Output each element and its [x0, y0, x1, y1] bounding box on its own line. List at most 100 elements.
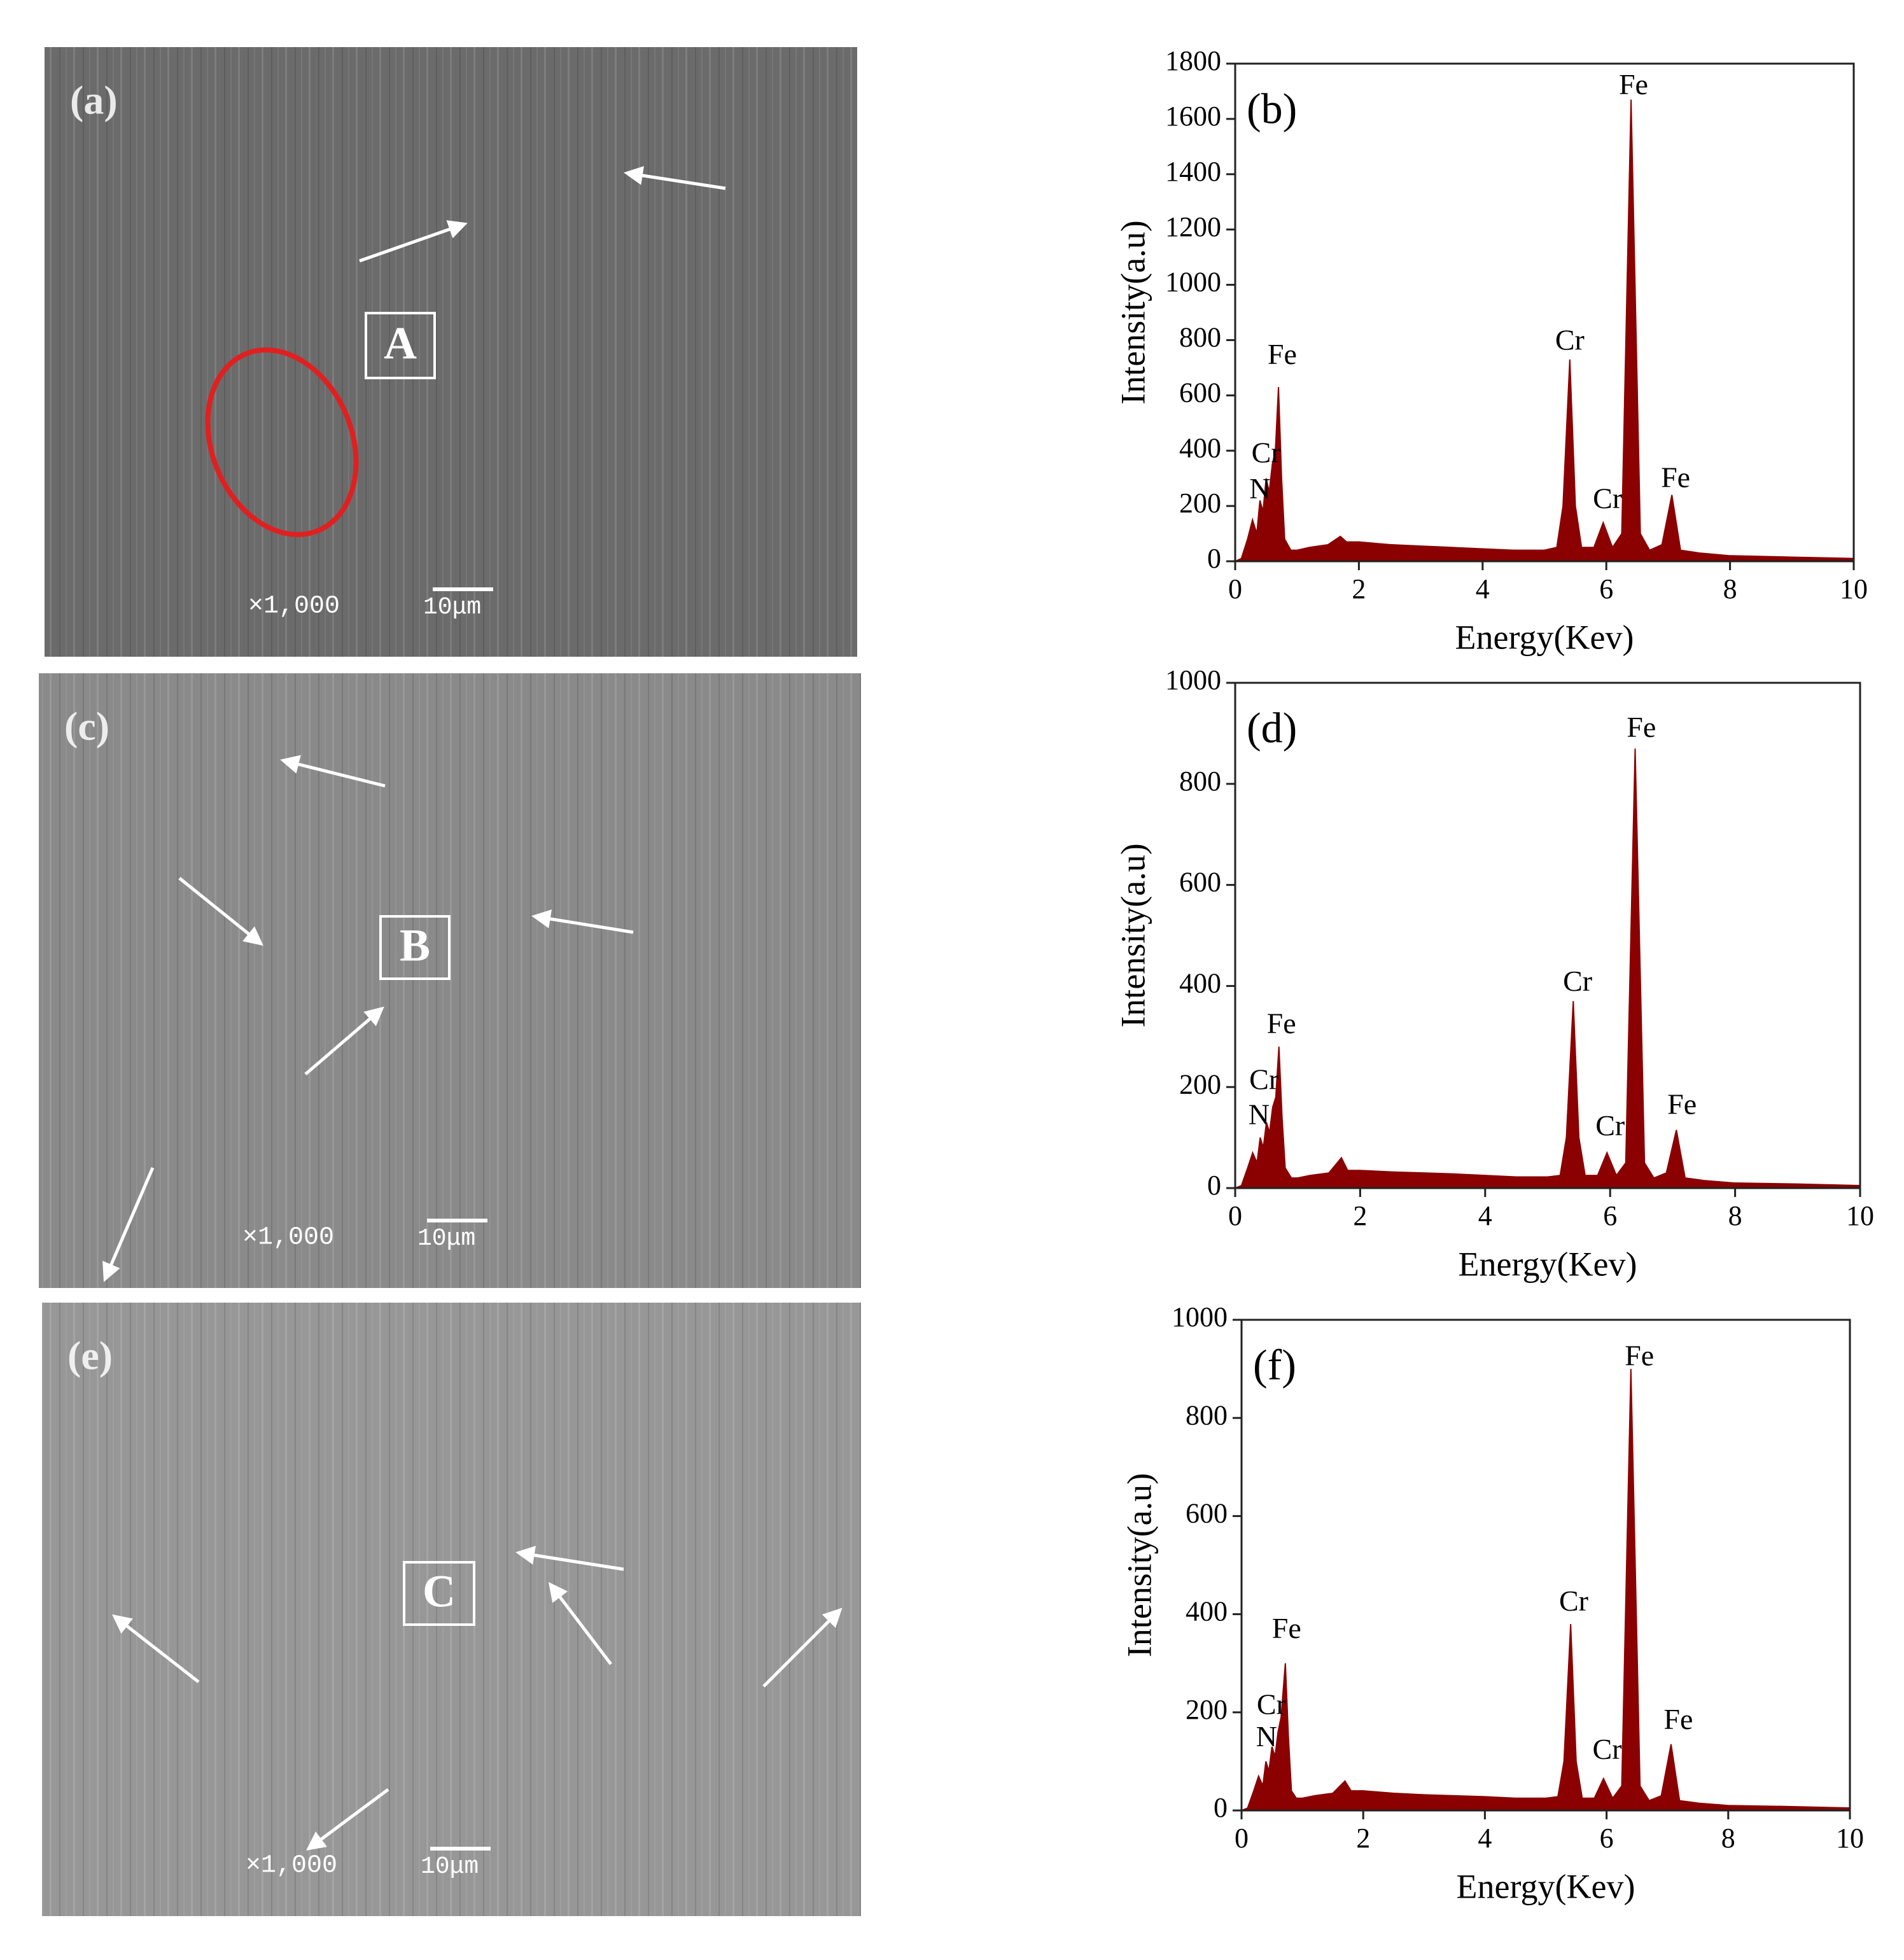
x-tick-label: 10 [1840, 573, 1868, 605]
y-tick-label: 800 [1186, 1399, 1228, 1431]
panel-label: (a) [70, 78, 118, 123]
x-tick-label: 8 [1721, 1823, 1735, 1854]
x-tick-label: 8 [1723, 573, 1737, 605]
region-label: A [384, 318, 417, 369]
y-tick-label: 0 [1214, 1792, 1228, 1823]
x-axis-label: Energy(Kev) [1457, 1867, 1635, 1905]
sem-image: (a) A ×1,000 10μm [45, 47, 857, 657]
x-tick-label: 10 [1836, 1823, 1864, 1854]
magnification: ×1,000 [242, 1224, 334, 1252]
peak-label: N [1249, 472, 1270, 505]
y-tick-label: 0 [1207, 1170, 1221, 1201]
peak-label: N [1249, 1098, 1270, 1130]
peak-label: Cr [1563, 965, 1592, 997]
arrow [531, 909, 634, 934]
x-tick-label: 0 [1228, 1200, 1242, 1231]
peak-label: Cr [1257, 1688, 1286, 1721]
plot-frame [1234, 682, 1861, 1189]
y-tick-label: 1000 [1172, 1301, 1228, 1333]
image-texture [42, 1303, 861, 1916]
sem-image: (c) B ×1,000 10μm [39, 673, 861, 1288]
spectrum-chart: 0 200 400 600 800 1000 0 2 4 6 8 10 Energy(Kev) Inten… [1114, 664, 1874, 1283]
x-axis-label: Energy(Kev) [1455, 618, 1634, 656]
region-box [379, 915, 451, 980]
arrow [112, 1614, 200, 1683]
scale-bar-label: 10μm [423, 594, 481, 621]
panel-label: (f) [1253, 1341, 1296, 1389]
y-tick-label: 800 [1179, 322, 1221, 353]
peak-label: Fe [1667, 1088, 1697, 1121]
arrow [359, 220, 468, 263]
y-tick-label: 200 [1179, 487, 1221, 519]
y-axis-label: Intensity(a.u) [1114, 843, 1152, 1027]
x-tick-label: 0 [1228, 573, 1242, 605]
peak-label: Cr [1252, 437, 1281, 469]
x-tick-label: 10 [1846, 1200, 1874, 1231]
scale-bar-label: 10μm [421, 1853, 479, 1880]
arrow [304, 1006, 384, 1075]
y-tick-label: 1800 [1165, 45, 1221, 76]
scale-bar-label: 10μm [417, 1225, 475, 1252]
spectrum-chart: 0 200 400 600 800 1000 0 2 4 6 8 10 Energy(Kev) Inten… [1120, 1301, 1864, 1905]
y-tick-label: 1000 [1165, 267, 1221, 298]
peak-label: Fe [1267, 1007, 1296, 1039]
y-tick-label: 1000 [1165, 664, 1221, 696]
plot-frame [1234, 62, 1855, 563]
y-tick-label: 400 [1179, 432, 1221, 463]
image-texture [45, 47, 857, 657]
x-tick-label: 4 [1478, 1823, 1492, 1854]
plot-frame [1240, 1319, 1851, 1812]
peak-label: Fe [1661, 461, 1690, 494]
x-tick-label: 2 [1352, 573, 1366, 605]
y-tick-label: 600 [1186, 1497, 1228, 1529]
magnification: ×1,000 [248, 592, 340, 621]
arrow [548, 1582, 612, 1665]
region-label: C [423, 1566, 456, 1617]
peak-label: Cr [1593, 482, 1622, 515]
region-box [403, 1561, 475, 1626]
y-tick-label: 200 [1179, 1068, 1221, 1100]
arrow [102, 1167, 155, 1282]
x-tick-label: 4 [1478, 1200, 1492, 1231]
arrow [762, 1607, 843, 1688]
arrow [305, 1788, 389, 1851]
y-tick-label: 800 [1179, 766, 1221, 797]
x-axis-label: Energy(Kev) [1459, 1245, 1637, 1283]
x-tick-label: 8 [1728, 1200, 1742, 1231]
panel-label: (c) [64, 704, 109, 749]
peak-label: Cr [1249, 1063, 1278, 1096]
arrow [624, 166, 726, 190]
region-label: B [400, 920, 430, 971]
y-tick-label: 1600 [1165, 101, 1221, 132]
peak-label: Cr [1593, 1733, 1622, 1765]
y-axis-label: Intensity(a.u) [1120, 1473, 1158, 1657]
peak-label: Cr [1555, 323, 1585, 356]
y-tick-label: 200 [1186, 1694, 1228, 1725]
y-tick-label: 0 [1207, 543, 1221, 574]
peak-label: Cr [1595, 1109, 1625, 1142]
x-tick-label: 6 [1603, 1200, 1617, 1231]
peak-label: Fe [1625, 1339, 1654, 1371]
spectrum-area [1235, 99, 1854, 562]
x-tick-label: 6 [1600, 1823, 1614, 1854]
y-axis-label: Intensity(a.u) [1114, 220, 1152, 404]
y-tick-label: 400 [1186, 1596, 1228, 1627]
peak-label: Fe [1663, 1703, 1693, 1735]
peak-label: N [1256, 1720, 1277, 1753]
y-tick-label: 600 [1179, 867, 1221, 898]
spectrum-area [1235, 748, 1861, 1189]
y-tick-label: 1200 [1165, 211, 1221, 242]
magnification: ×1,000 [246, 1852, 337, 1880]
panel-label: (d) [1247, 704, 1297, 752]
peak-label: Fe [1619, 68, 1648, 101]
peak-label: Cr [1559, 1585, 1588, 1617]
image-texture [39, 673, 861, 1288]
peak-label: Fe [1272, 1612, 1301, 1644]
y-tick-label: 1400 [1165, 156, 1221, 187]
arrow [280, 755, 386, 788]
x-tick-label: 2 [1353, 1200, 1367, 1231]
y-tick-label: 600 [1179, 377, 1221, 408]
x-tick-label: 4 [1476, 573, 1490, 605]
peak-label: Fe [1268, 338, 1297, 370]
